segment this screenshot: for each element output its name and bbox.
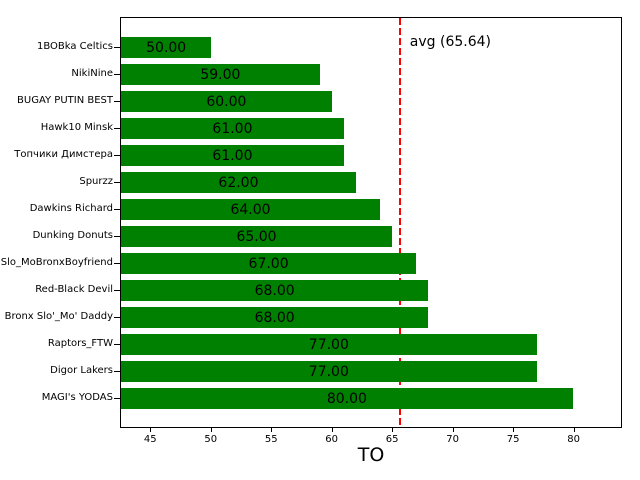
x-tick-label: 60 [325,434,339,445]
bar: 68.00 [121,280,429,301]
x-tick-mark [150,428,152,432]
y-tick-mark [114,46,120,48]
bar: 60.00 [121,91,332,112]
bar-value-label: 59.00 [200,66,241,83]
y-tick-mark [114,100,120,102]
bar: 64.00 [121,199,381,220]
x-tick-label: 45 [143,434,157,445]
bar: 59.00 [121,64,320,85]
bar: 65.00 [121,226,393,247]
bar: 77.00 [121,334,537,355]
bar: 61.00 [121,118,344,139]
y-tick-label: Spurzz [79,175,113,187]
average-annotation: avg (65.64) [409,34,491,50]
y-tick-label: Raptors_FTW [47,337,113,349]
bar-value-label: 64.00 [230,201,271,218]
y-tick-label: Slo_MoBronxBoyfriend [0,256,113,268]
y-tick-label: Red-Black Devil [35,283,113,295]
y-tick-mark [114,208,120,210]
x-tick-label: 80 [567,434,580,445]
y-tick-label: BUGAY PUTIN BEST [17,94,113,106]
x-tick-label: 50 [204,434,218,445]
y-tick-mark [114,73,120,75]
y-tick-mark [114,235,120,237]
x-tick-mark [210,428,212,432]
bar-value-label: 67.00 [248,255,289,272]
y-tick-mark [114,262,120,264]
x-tick-label: 75 [506,434,520,445]
bar: 77.00 [121,361,537,382]
x-tick-mark [573,428,575,432]
bar-value-label: 61.00 [212,147,253,164]
y-tick-label: Hawk10 Minsk [40,121,113,133]
bar-value-label: 50.00 [146,39,187,56]
y-tick-label: Dunking Donuts [32,229,113,241]
average-line [398,18,401,427]
x-tick-mark [452,428,454,432]
bar: 62.00 [121,172,356,193]
bar: 67.00 [121,253,417,274]
x-axis: 45 50 55 60 65 70 75 80 [120,428,622,458]
bar: 50.00 [121,37,212,58]
bar-value-label: 65.00 [236,228,277,245]
y-axis-labels: 1BOBka Celtics NikiNine BUGAY PUTIN BEST Ha… [0,17,113,428]
bar-value-label: 62.00 [218,174,259,191]
y-tick-mark [114,154,120,156]
y-tick-mark [114,289,120,291]
bar: 61.00 [121,145,344,166]
y-tick-label: Dawkins Richard [29,202,113,214]
y-tick-mark [114,343,120,345]
x-tick-mark [513,428,515,432]
y-tick-mark [114,181,120,183]
x-tick-mark [331,428,333,432]
bar-value-label: 68.00 [254,309,295,326]
bar-value-label: 68.00 [254,282,295,299]
y-tick-label: NikiNine [71,67,113,79]
x-tick-label: 65 [385,434,399,445]
plot-area: avg (65.64) 50.00 59.00 60.00 61.00 61.00 62.… [120,17,622,428]
x-tick-mark [392,428,394,432]
y-tick-label: Топчики Димстера [14,148,113,160]
bar: 68.00 [121,307,429,328]
bar-value-label: 77.00 [308,336,349,353]
bar-value-label: 60.00 [206,93,247,110]
y-tick-mark [114,316,120,318]
x-tick-label: 70 [446,434,460,445]
bar-value-label: 77.00 [308,363,349,380]
y-tick-mark [114,370,120,372]
x-tick-mark [271,428,273,432]
y-tick-mark [114,397,120,399]
bar-value-label: 61.00 [212,120,253,137]
bar: 80.00 [121,388,573,409]
y-tick-label: Digor Lakers [50,364,113,376]
x-tick-label: 55 [264,434,278,445]
y-tick-label: Bronx Slo'_Mo' Daddy [4,310,113,322]
y-tick-label: MAGI's YODAS [41,391,113,403]
bar-value-label: 80.00 [326,390,367,407]
y-tick-mark [114,127,120,129]
y-tick-label: 1BOBka Celtics [36,40,113,52]
x-axis-label: TO [357,444,385,466]
